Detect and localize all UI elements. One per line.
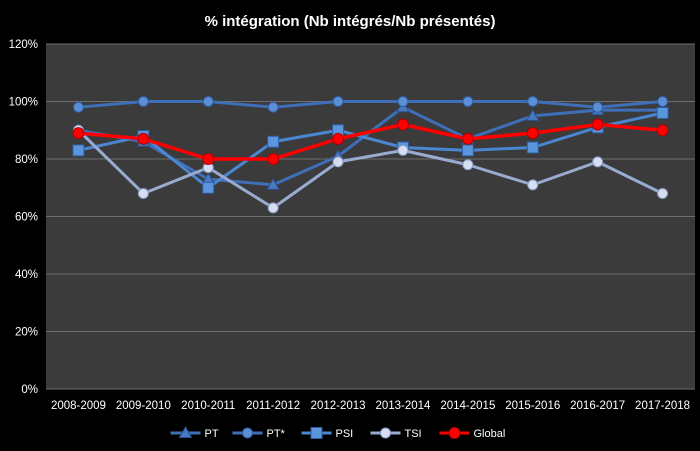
data-point-tsi xyxy=(137,188,149,199)
legend-label: Global xyxy=(474,428,506,440)
y-tick-label: 100% xyxy=(9,97,38,109)
data-point-global xyxy=(137,132,150,145)
legend: PT PT* PSI TSI Global xyxy=(170,425,506,440)
data-point-psi xyxy=(656,107,669,119)
y-tick-label: 60% xyxy=(15,212,38,224)
series-line-psi xyxy=(78,111,663,190)
legend-item-global: Global xyxy=(439,427,506,440)
series-pt xyxy=(72,96,669,113)
legend-marker xyxy=(448,427,461,439)
series-line-global xyxy=(78,122,663,161)
x-axis-ticks: 2008-2009 2009-2010 2010-2011 2011-2012 2012… xyxy=(51,400,690,412)
data-point-psi xyxy=(461,144,474,157)
legend-item-pt: PT xyxy=(170,425,219,440)
data-point-pt xyxy=(462,96,474,107)
x-tick-label: 2012-2013 xyxy=(311,400,366,412)
data-point-pt xyxy=(592,101,604,113)
y-tick-label: 20% xyxy=(15,327,38,339)
legend-item-psi: PSI xyxy=(301,427,354,440)
x-tick-label: 2015-2016 xyxy=(505,400,560,412)
data-point-global xyxy=(461,132,474,145)
data-point-pt xyxy=(397,96,409,107)
data-point-pt xyxy=(267,101,279,113)
x-tick-label: 2009-2010 xyxy=(116,400,171,412)
legend-marker xyxy=(178,425,193,438)
legend-item-tsi: TSI xyxy=(370,427,422,440)
data-point-global xyxy=(656,124,669,137)
data-point-pt xyxy=(657,96,669,107)
data-point-tsi xyxy=(592,156,604,168)
y-tick-label: 120% xyxy=(9,39,38,51)
legend-item-pt: PT* xyxy=(232,427,286,440)
data-point-psi xyxy=(72,144,85,157)
data-point-pt xyxy=(266,177,281,190)
data-point-tsi xyxy=(462,159,474,171)
data-point-pt xyxy=(202,96,214,107)
y-tick-label: 0% xyxy=(21,384,38,396)
x-tick-label: 2008-2009 xyxy=(51,400,106,412)
data-point-global xyxy=(267,153,280,165)
y-tick-label: 80% xyxy=(15,154,38,166)
data-point-tsi xyxy=(657,188,669,199)
legend-marker xyxy=(310,427,323,439)
data-point-global xyxy=(396,118,409,131)
x-tick-label: 2010-2011 xyxy=(181,400,235,412)
data-point-pt xyxy=(72,101,84,113)
data-point-psi xyxy=(267,135,280,148)
data-point-tsi xyxy=(397,144,409,156)
data-point-pt xyxy=(137,96,149,107)
x-tick-label: 2016-2017 xyxy=(570,400,625,412)
legend-label: TSI xyxy=(405,428,422,440)
x-tick-label: 2017-2018 xyxy=(635,400,690,412)
y-axis-ticks: 0% 20% 40% 60% 80% 100% 120% xyxy=(9,39,38,396)
data-point-global xyxy=(332,132,345,145)
data-point-global xyxy=(591,118,604,131)
x-tick-label: 2011-2012 xyxy=(246,400,300,412)
data-point-psi xyxy=(526,141,539,154)
legend-label: PT xyxy=(205,428,219,440)
x-tick-label: 2013-2014 xyxy=(375,400,431,412)
legend-label: PSI xyxy=(336,428,354,440)
legend-marker xyxy=(242,427,253,439)
data-point-tsi xyxy=(527,179,539,191)
data-point-pt xyxy=(332,96,344,107)
x-tick-label: 2014-2015 xyxy=(440,400,495,412)
data-point-tsi xyxy=(267,202,279,214)
series-line-pt xyxy=(78,100,663,109)
chart-title: % intégration (Nb intégrés/Nb présentés) xyxy=(205,13,496,30)
data-point-tsi xyxy=(332,156,344,168)
series-line-tsi xyxy=(77,129,664,210)
data-point-pt xyxy=(527,96,539,107)
data-point-global xyxy=(526,127,539,140)
data-point-psi xyxy=(202,181,215,194)
y-tick-label: 40% xyxy=(15,269,38,281)
series-group xyxy=(71,96,670,214)
legend-label: PT* xyxy=(267,428,286,440)
legend-marker xyxy=(380,427,391,439)
data-point-pt xyxy=(525,108,540,121)
series-global xyxy=(72,118,669,165)
data-point-global xyxy=(72,127,85,140)
data-point-global xyxy=(202,153,215,165)
